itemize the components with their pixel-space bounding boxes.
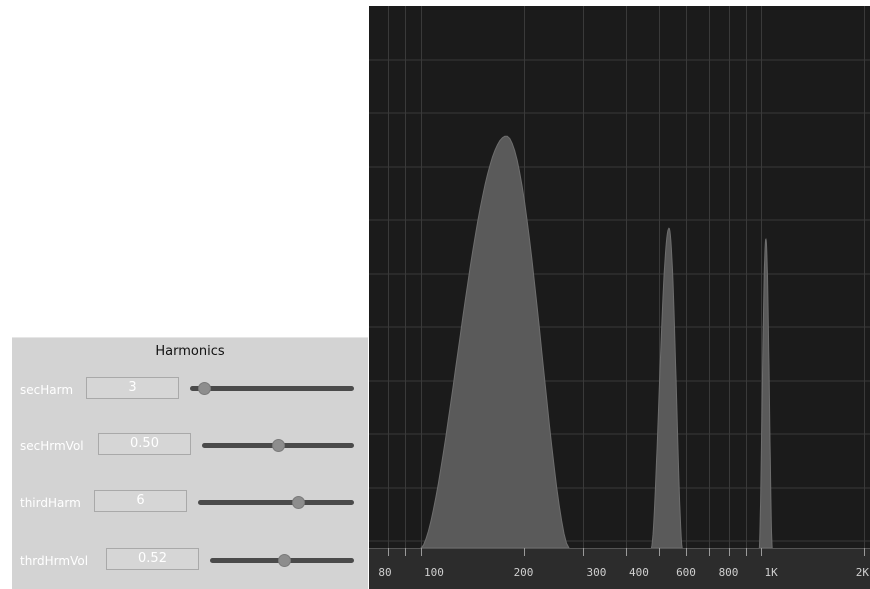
sec-hrm-vol-number-box[interactable]: 0.50 bbox=[98, 433, 191, 455]
harmonics-panel: Harmonics secHarm 3 secHrmVol 0.50 third… bbox=[12, 337, 368, 589]
frequency-label-400: 400 bbox=[629, 566, 649, 579]
sec-harm-slider-knob[interactable] bbox=[197, 382, 211, 395]
spectrum-analyzer[interactable]: 80 100 200 300 400 600 800 1K 2K bbox=[369, 6, 870, 589]
frequency-label-100: 100 bbox=[424, 566, 444, 579]
panel-title: Harmonics bbox=[155, 344, 225, 359]
sec-hrm-vol-slider[interactable] bbox=[202, 439, 354, 452]
sec-harm-number-box[interactable]: 3 bbox=[86, 377, 179, 399]
spectrum-peak-1 bbox=[419, 135, 570, 549]
frequency-label-600: 600 bbox=[676, 566, 696, 579]
third-harm-number-box[interactable]: 6 bbox=[94, 490, 187, 512]
frequency-label-800: 800 bbox=[719, 566, 739, 579]
sec-hrm-vol-label: secHrmVol bbox=[20, 439, 84, 453]
frequency-label-80: 80 bbox=[378, 566, 391, 579]
frequency-bar bbox=[369, 548, 870, 589]
frequency-label-2k: 2K bbox=[856, 566, 870, 579]
thrd-hrm-vol-slider[interactable] bbox=[210, 554, 354, 567]
third-harm-label: thirdHarm bbox=[20, 496, 81, 510]
frequency-label-200: 200 bbox=[514, 566, 534, 579]
third-harm-slider-knob[interactable] bbox=[292, 496, 306, 509]
thrd-hrm-vol-label: thrdHrmVol bbox=[20, 554, 89, 568]
thrd-hrm-vol-slider-knob[interactable] bbox=[278, 554, 292, 567]
sec-harm-slider[interactable] bbox=[190, 382, 354, 395]
sec-harm-label: secHarm bbox=[20, 383, 74, 397]
spectrum-peak-2 bbox=[650, 227, 683, 549]
frequency-label-1k: 1K bbox=[765, 566, 779, 579]
frequency-label-300: 300 bbox=[587, 566, 607, 579]
sec-hrm-vol-slider-knob[interactable] bbox=[271, 439, 285, 452]
thrd-hrm-vol-number-box[interactable]: 0.52 bbox=[106, 548, 199, 570]
third-harm-slider[interactable] bbox=[198, 496, 354, 509]
spectrum-peak-3 bbox=[758, 238, 773, 549]
spectrum-plot: 80 100 200 300 400 600 800 1K 2K bbox=[369, 6, 870, 589]
